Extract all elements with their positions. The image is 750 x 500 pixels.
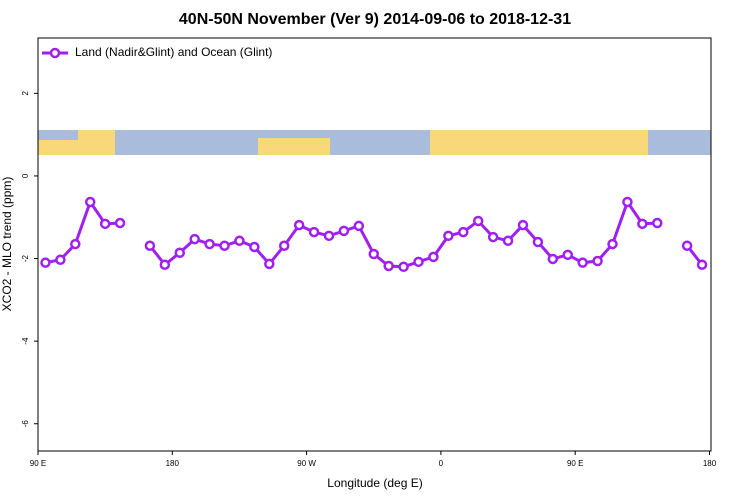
map-ocean [648, 130, 711, 155]
data-point [308, 226, 320, 238]
legend-marker [49, 47, 61, 59]
x-tick-label: 90 W [297, 459, 316, 468]
plot-frame [37, 37, 712, 452]
data-point [204, 238, 215, 250]
y-tick-label: 0 [21, 173, 30, 178]
data-point [40, 257, 51, 268]
data-point [368, 248, 380, 260]
data-point [577, 257, 588, 268]
data-point [293, 219, 305, 231]
chart-title: 40N-50N November (Ver 9) 2014-09-06 to 2… [179, 11, 571, 28]
y-tick-label: 2 [21, 91, 30, 96]
data-point [607, 238, 618, 250]
x-axis-label: Longitude (deg E) [327, 476, 422, 490]
data-point [652, 217, 663, 229]
data-point [353, 220, 365, 232]
y-tick-label: -2 [21, 254, 30, 262]
map-band [38, 130, 711, 155]
data-point [70, 238, 81, 250]
x-tick-label: 0 [439, 459, 444, 468]
map-ocean [115, 130, 258, 155]
data-point [517, 219, 529, 231]
data-point [234, 235, 245, 247]
data-point [637, 218, 648, 230]
data-point [114, 217, 126, 229]
data-point [413, 256, 424, 268]
map-ocean [258, 130, 348, 138]
data-point [84, 196, 96, 208]
data-point [472, 215, 484, 227]
data-point [487, 231, 499, 243]
legend-label: Land (Nadir&Glint) and Ocean (Glint) [75, 45, 272, 59]
x-tick-label: 180 [703, 459, 717, 468]
data-point [443, 230, 454, 242]
data-point [398, 261, 409, 273]
data-point [696, 259, 708, 270]
data-point [144, 240, 156, 251]
data-point [592, 255, 603, 267]
data-point [189, 233, 200, 245]
data-point [264, 258, 275, 270]
data-point [55, 254, 66, 266]
map-ocean [330, 130, 430, 155]
data-point [174, 247, 186, 259]
data-point [249, 241, 260, 253]
map-ocean [38, 130, 78, 140]
data-point [622, 196, 633, 208]
data-point [532, 236, 544, 248]
data-point [278, 240, 290, 251]
y-tick-label: -6 [21, 420, 30, 428]
data-point [383, 260, 394, 272]
data-point [323, 230, 335, 242]
x-tick-label: 180 [166, 459, 180, 468]
data-point [99, 218, 111, 230]
x-tick-label: 90 E [30, 459, 46, 468]
data-point [547, 253, 559, 265]
x-tick-label: 90 E [567, 459, 583, 468]
data-point [562, 249, 573, 261]
data-point [458, 226, 469, 238]
y-tick-label: -4 [21, 337, 30, 345]
data-point [502, 235, 514, 247]
y-axis-label: XCO2 - MLO trend (ppm) [0, 177, 14, 312]
data-point [219, 240, 230, 251]
data-point [338, 225, 350, 237]
data-point [428, 251, 439, 263]
data-point [159, 259, 171, 270]
data-point [681, 240, 693, 251]
